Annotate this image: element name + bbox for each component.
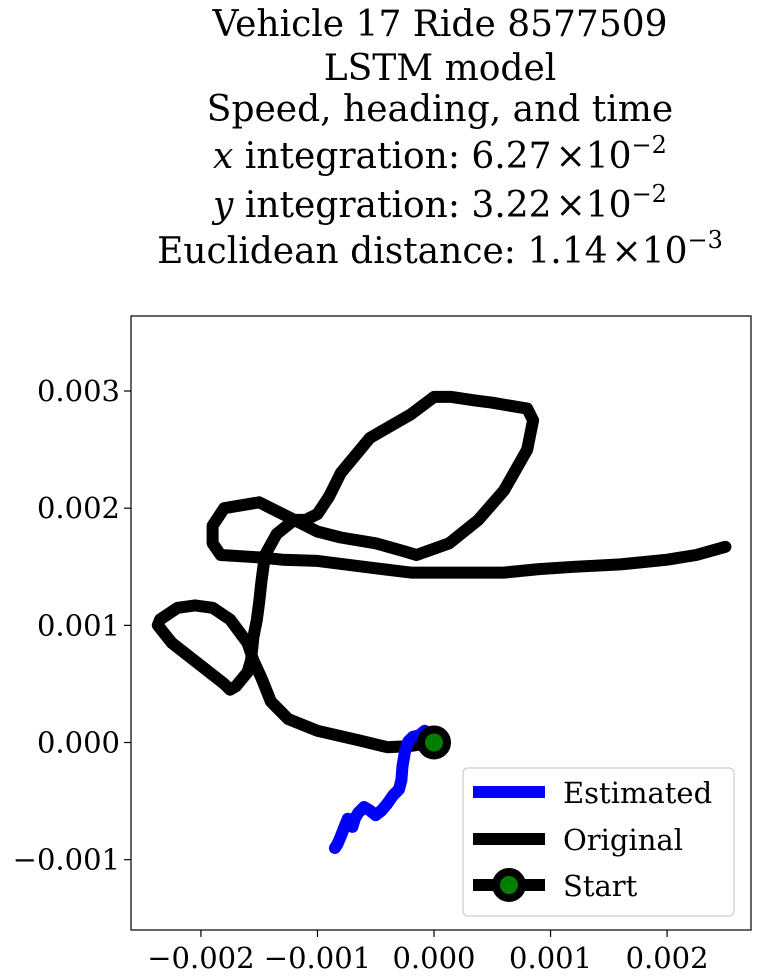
y-tick-label: 0.001 (37, 608, 120, 642)
legend-label-start: Start (563, 869, 638, 903)
y-axis: −0.001 0.000 0.001 0.002 0.003 (13, 374, 131, 877)
chart-title: Vehicle 17 Ride 8577509 LSTM model Speed… (157, 4, 723, 272)
series-line-original (151, 390, 732, 754)
plot-frame (130, 315, 752, 931)
title-y-integration: y integration: 3.22 ×10−2 (211, 180, 667, 226)
series-line-estimated (328, 724, 440, 854)
y-tick-label: −0.001 (13, 843, 120, 877)
title-x-integration: x integration: 6.27 ×10−2 (213, 131, 667, 177)
title-euclidean-distance: Euclidean distance: 1.14 ×10−3 (157, 226, 723, 272)
plot-lines (151, 390, 732, 854)
x-tick-label: 0.000 (392, 941, 475, 975)
title-line-3: Speed, heading, and time (207, 89, 673, 130)
start-marker (417, 725, 452, 760)
legend-label-original: Original (563, 823, 683, 857)
x-axis: −0.002 −0.001 0.000 0.001 0.002 (147, 930, 709, 975)
x-tick-label: 0.002 (626, 941, 709, 975)
y-tick-label: 0.002 (37, 491, 120, 525)
y-tick-label: 0.000 (37, 726, 120, 760)
x-tick-label: 0.001 (509, 941, 592, 975)
legend-swatch-start-marker (492, 868, 526, 902)
legend: Estimated Original Start (462, 767, 735, 917)
title-line-2: LSTM model (324, 48, 557, 89)
title-line-1: Vehicle 17 Ride 8577509 (211, 4, 667, 45)
legend-label-estimated: Estimated (563, 776, 712, 810)
y-tick-label: 0.003 (37, 374, 120, 408)
x-tick-label: −0.002 (147, 941, 254, 975)
x-tick-label: −0.001 (264, 941, 371, 975)
